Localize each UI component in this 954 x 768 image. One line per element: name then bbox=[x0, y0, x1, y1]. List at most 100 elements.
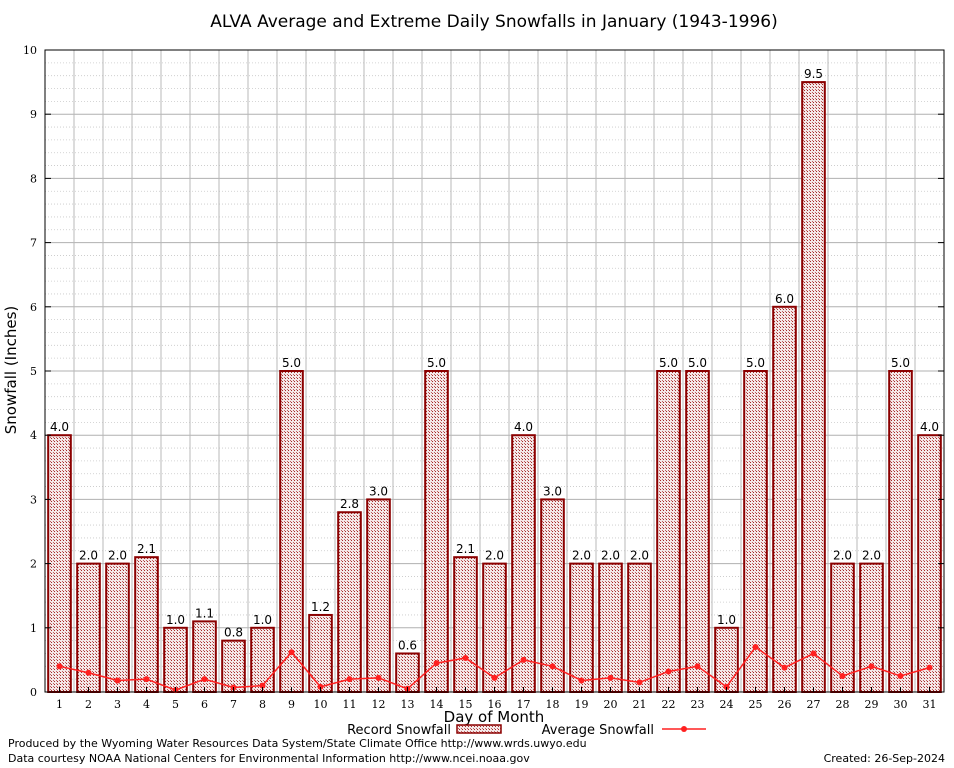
y-tick-label: 6 bbox=[30, 301, 37, 314]
average-point bbox=[56, 663, 63, 670]
record-bar bbox=[337, 511, 362, 693]
footer-data-courtesy: Data courtesy NOAA National Centers for … bbox=[8, 752, 530, 765]
average-point bbox=[665, 668, 672, 675]
average-point bbox=[607, 674, 614, 681]
average-point bbox=[781, 664, 788, 671]
legend-record-label: Record Snowfall bbox=[347, 723, 451, 738]
average-point bbox=[288, 649, 295, 656]
bar-value-label: 1.0 bbox=[717, 613, 736, 627]
average-point bbox=[85, 669, 92, 676]
bar-value-label: 4.0 bbox=[514, 420, 533, 434]
y-tick-label: 8 bbox=[30, 172, 37, 185]
x-tick-label: 24 bbox=[720, 698, 734, 711]
x-tick-label: 5 bbox=[172, 698, 179, 711]
bar-value-label: 3.0 bbox=[543, 484, 562, 498]
average-point bbox=[752, 644, 759, 651]
y-tick-label: 5 bbox=[30, 365, 37, 378]
record-bar bbox=[627, 562, 652, 693]
bar-value-label: 5.0 bbox=[427, 356, 446, 370]
legend-average-marker bbox=[681, 726, 687, 732]
record-bar bbox=[47, 434, 72, 693]
record-bar bbox=[163, 626, 188, 693]
record-bar bbox=[714, 626, 739, 693]
y-tick-label: 7 bbox=[30, 237, 37, 250]
legend-record-swatch bbox=[456, 724, 502, 734]
average-point bbox=[636, 679, 643, 686]
footer-created: Created: 26-Sep-2024 bbox=[823, 752, 945, 765]
record-bar bbox=[917, 434, 942, 693]
x-tick-label: 17 bbox=[517, 698, 531, 711]
x-tick-label: 27 bbox=[807, 698, 821, 711]
record-bar bbox=[511, 434, 536, 693]
average-point bbox=[317, 683, 324, 690]
bar-value-label: 9.5 bbox=[804, 67, 823, 81]
average-point bbox=[578, 677, 585, 684]
bar-value-label: 1.2 bbox=[311, 600, 330, 614]
average-point bbox=[143, 676, 150, 683]
average-point bbox=[868, 663, 875, 670]
bar-value-label: 2.1 bbox=[137, 542, 156, 556]
record-bar bbox=[279, 370, 304, 693]
record-bar bbox=[888, 370, 913, 693]
record-bar bbox=[105, 562, 130, 693]
average-point bbox=[114, 677, 121, 684]
x-tick-label: 26 bbox=[778, 698, 792, 711]
average-point bbox=[346, 676, 353, 683]
record-bar bbox=[424, 370, 449, 693]
x-tick-label: 23 bbox=[691, 698, 705, 711]
x-tick-label: 18 bbox=[546, 698, 560, 711]
x-tick-label: 1 bbox=[56, 698, 63, 711]
footer-produced-by: Produced by the Wyoming Water Resources … bbox=[8, 737, 587, 750]
x-tick-label: 7 bbox=[230, 698, 237, 711]
average-point bbox=[259, 682, 266, 689]
record-bar bbox=[772, 305, 797, 693]
x-tick-label: 8 bbox=[259, 698, 266, 711]
bar-value-label: 2.0 bbox=[79, 549, 98, 563]
bar-value-label: 2.0 bbox=[862, 549, 881, 563]
x-tick-label: 2 bbox=[85, 698, 92, 711]
y-tick-label: 3 bbox=[30, 493, 37, 506]
x-tick-label: 15 bbox=[459, 698, 473, 711]
record-bar bbox=[743, 370, 768, 693]
bar-value-label: 2.0 bbox=[833, 549, 852, 563]
record-bar bbox=[308, 613, 333, 694]
average-point bbox=[810, 650, 817, 657]
chart-title: ALVA Average and Extreme Daily Snowfalls… bbox=[210, 12, 777, 32]
axes bbox=[44, 49, 945, 693]
record-bar bbox=[453, 556, 478, 693]
average-point bbox=[201, 676, 208, 683]
x-tick-label: 9 bbox=[288, 698, 295, 711]
record-bar bbox=[685, 370, 710, 693]
bar-value-label: 2.1 bbox=[456, 542, 475, 556]
record-bar bbox=[221, 639, 246, 694]
bar-value-label: 2.0 bbox=[630, 549, 649, 563]
bar-value-label: 5.0 bbox=[659, 356, 678, 370]
x-tick-label: 29 bbox=[865, 698, 879, 711]
bar-value-label: 4.0 bbox=[920, 420, 939, 434]
x-tick-label: 31 bbox=[923, 698, 937, 711]
bars bbox=[47, 81, 942, 694]
record-bar bbox=[859, 562, 884, 693]
average-point bbox=[433, 660, 440, 667]
bar-value-label: 5.0 bbox=[746, 356, 765, 370]
average-point bbox=[462, 654, 469, 661]
y-tick-label: 2 bbox=[30, 558, 37, 571]
average-point bbox=[723, 683, 730, 690]
x-tick-label: 11 bbox=[343, 698, 357, 711]
average-point bbox=[897, 672, 904, 679]
record-bar bbox=[656, 370, 681, 693]
average-point bbox=[549, 663, 556, 670]
x-axis-label: Day of Month bbox=[444, 708, 545, 726]
bar-value-label: 2.0 bbox=[485, 549, 504, 563]
x-tick-label: 22 bbox=[662, 698, 676, 711]
x-tick-label: 16 bbox=[488, 698, 502, 711]
bar-value-label: 5.0 bbox=[282, 356, 301, 370]
bar-value-label: 0.8 bbox=[224, 626, 243, 640]
y-axis-label: Snowfall (Inches) bbox=[2, 306, 20, 434]
bar-value-label: 5.0 bbox=[688, 356, 707, 370]
bar-value-label: 3.0 bbox=[369, 484, 388, 498]
bar-value-label: 2.0 bbox=[601, 549, 620, 563]
x-tick-label: 10 bbox=[314, 698, 328, 711]
x-tick-label: 30 bbox=[894, 698, 908, 711]
x-tick-label: 19 bbox=[575, 698, 589, 711]
